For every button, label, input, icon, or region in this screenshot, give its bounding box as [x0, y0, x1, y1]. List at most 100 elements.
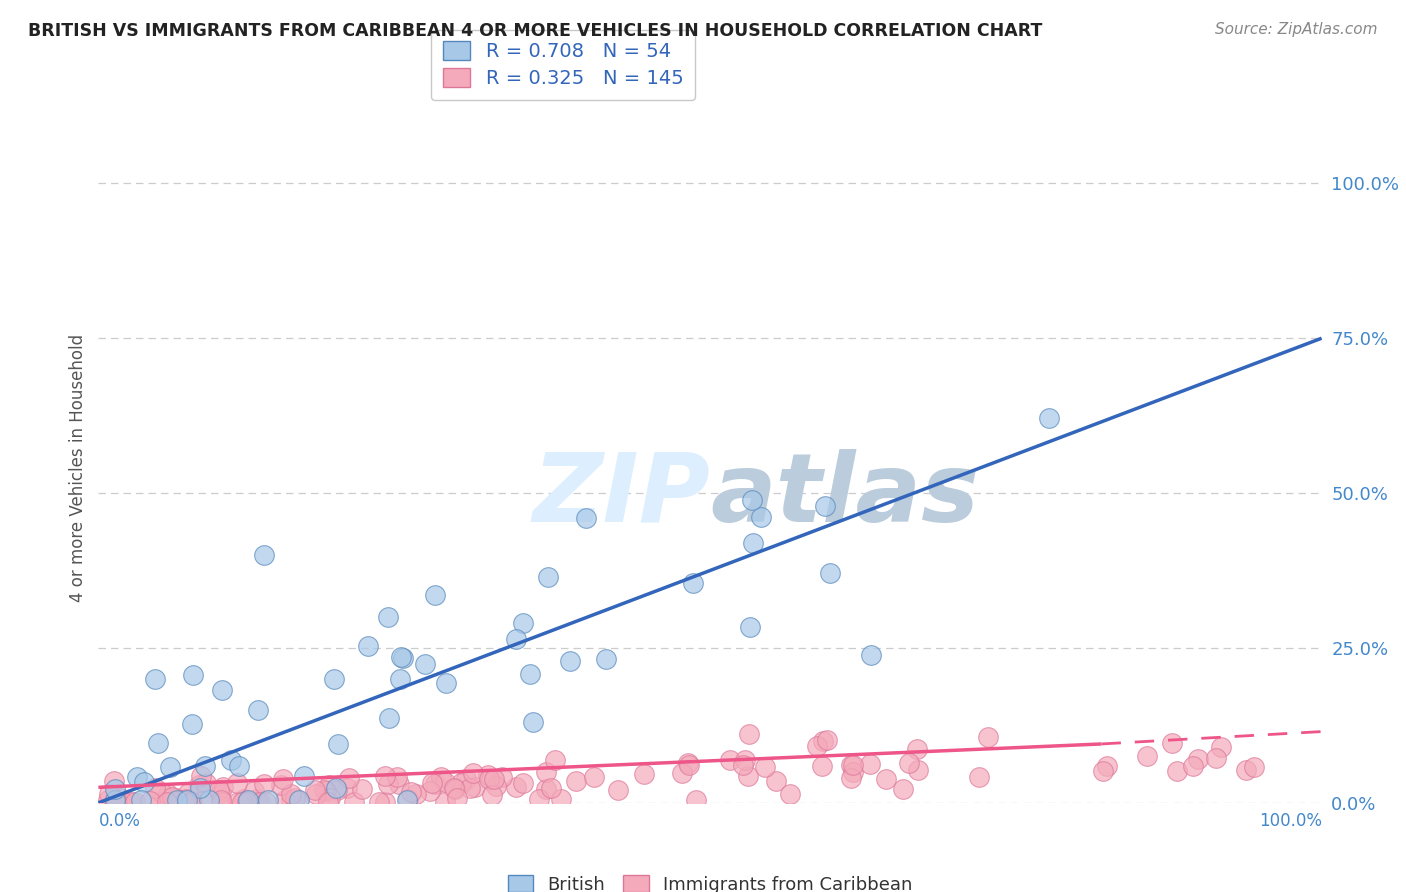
- Point: [897, 756, 920, 771]
- Point: [325, 781, 347, 796]
- Point: [678, 757, 700, 772]
- Point: [191, 794, 214, 808]
- Point: [423, 777, 446, 791]
- Point: [181, 668, 204, 682]
- Point: [274, 792, 297, 806]
- Point: [252, 548, 274, 562]
- Point: [337, 771, 360, 785]
- Point: [228, 795, 250, 809]
- Point: [316, 795, 339, 809]
- Point: [607, 782, 630, 797]
- Point: [875, 772, 897, 786]
- Point: [550, 791, 572, 805]
- Point: [839, 757, 862, 772]
- Point: [350, 781, 373, 796]
- Point: [595, 651, 617, 665]
- Point: [243, 784, 266, 798]
- Point: [236, 795, 259, 809]
- Point: [396, 792, 419, 806]
- Point: [1234, 763, 1257, 777]
- Point: [969, 770, 991, 784]
- Point: [842, 757, 865, 772]
- Point: [519, 666, 541, 681]
- Point: [160, 789, 183, 804]
- Point: [456, 772, 478, 786]
- Point: [540, 780, 562, 795]
- Point: [190, 769, 212, 783]
- Point: [325, 783, 347, 797]
- Point: [132, 775, 155, 789]
- Point: [399, 785, 422, 799]
- Point: [420, 776, 443, 790]
- Point: [188, 780, 211, 795]
- Point: [842, 765, 865, 780]
- Point: [105, 795, 128, 809]
- Point: [671, 766, 693, 780]
- Point: [443, 780, 465, 795]
- Point: [811, 734, 834, 748]
- Point: [461, 766, 484, 780]
- Point: [685, 793, 707, 807]
- Point: [292, 769, 315, 783]
- Point: [1161, 736, 1184, 750]
- Point: [905, 742, 928, 756]
- Point: [374, 769, 396, 783]
- Point: [907, 763, 929, 777]
- Point: [176, 793, 198, 807]
- Point: [633, 767, 655, 781]
- Point: [737, 726, 759, 740]
- Point: [543, 753, 565, 767]
- Point: [1187, 752, 1209, 766]
- Point: [582, 770, 605, 784]
- Point: [1136, 749, 1159, 764]
- Point: [1092, 764, 1115, 779]
- Point: [219, 753, 242, 767]
- Point: [806, 739, 828, 753]
- Point: [208, 782, 231, 797]
- Point: [163, 795, 186, 809]
- Point: [328, 737, 350, 751]
- Point: [145, 780, 167, 795]
- Point: [1209, 739, 1232, 754]
- Point: [150, 785, 173, 799]
- Point: [314, 782, 336, 797]
- Point: [391, 650, 413, 665]
- Point: [737, 769, 759, 783]
- Point: [434, 774, 457, 789]
- Point: [212, 780, 235, 794]
- Point: [565, 774, 588, 789]
- Point: [484, 779, 506, 793]
- Point: [481, 788, 503, 802]
- Point: [478, 772, 501, 786]
- Point: [575, 511, 598, 525]
- Point: [423, 588, 446, 602]
- Point: [195, 776, 218, 790]
- Point: [112, 795, 135, 809]
- Point: [396, 793, 419, 807]
- Point: [319, 791, 342, 805]
- Point: [818, 566, 841, 581]
- Point: [143, 673, 166, 687]
- Point: [482, 772, 505, 787]
- Point: [1182, 758, 1205, 772]
- Point: [254, 795, 277, 809]
- Point: [377, 610, 399, 624]
- Point: [180, 795, 202, 809]
- Point: [377, 711, 399, 725]
- Point: [505, 780, 527, 794]
- Point: [765, 773, 787, 788]
- Point: [174, 792, 197, 806]
- Point: [228, 759, 250, 773]
- Point: [233, 791, 256, 805]
- Point: [742, 536, 765, 550]
- Point: [165, 795, 187, 809]
- Point: [374, 795, 396, 809]
- Point: [458, 781, 481, 796]
- Point: [891, 782, 914, 797]
- Point: [389, 672, 412, 686]
- Point: [107, 795, 129, 809]
- Point: [108, 790, 131, 805]
- Point: [858, 756, 880, 771]
- Point: [226, 776, 249, 790]
- Point: [270, 778, 292, 792]
